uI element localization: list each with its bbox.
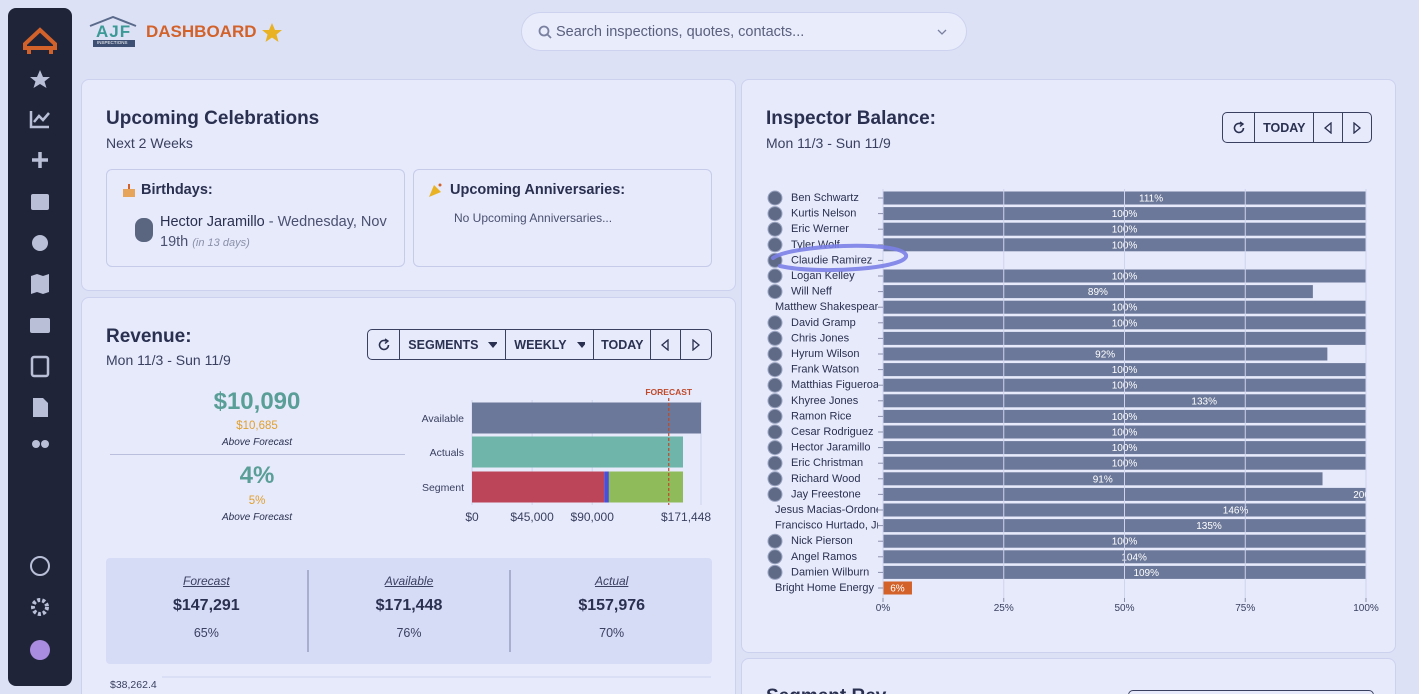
total-label: Forecast: [182, 574, 230, 588]
segment-controls: [1128, 690, 1374, 694]
birthday-note: (in 13 days): [192, 237, 250, 249]
inspector-card: Inspector Balance: Mon 11/3 - Sun 11/9 T…: [741, 79, 1396, 653]
sidebar-icons: [23, 27, 57, 660]
revenue-controls: SEGMENTS WEEKLY TODAY: [367, 329, 712, 360]
prev-icon: [661, 338, 670, 351]
search-caret: [937, 29, 947, 35]
prev-button[interactable]: [651, 330, 681, 359]
person-avatar: [135, 218, 153, 242]
prev-button[interactable]: [1314, 113, 1343, 142]
today-button[interactable]: TODAY: [1255, 113, 1315, 142]
total-column: Actual $157,976 70%: [509, 570, 712, 652]
favorite-star[interactable]: [261, 22, 283, 43]
button-label: SEGMENTS: [408, 337, 479, 352]
percent-note: Above Forecast: [221, 512, 293, 523]
total-percent: 76%: [396, 626, 422, 640]
birthdays-heading: Birthdays:: [141, 182, 213, 198]
period-dropdown[interactable]: WEEKLY: [506, 330, 595, 359]
caret: [576, 341, 586, 348]
search-box[interactable]: Search inspections, quotes, contacts...: [521, 12, 967, 51]
caret: [488, 341, 498, 348]
card-title: Revenue:: [106, 326, 192, 347]
cake-icon: [123, 184, 135, 197]
next-button[interactable]: [1343, 113, 1371, 142]
button-label: TODAY: [601, 337, 644, 352]
segments-dropdown[interactable]: SEGMENTS: [400, 330, 507, 359]
documents-icon[interactable]: [33, 398, 48, 417]
today-button[interactable]: TODAY: [594, 330, 652, 359]
add-icon[interactable]: [32, 152, 48, 168]
radon-icon[interactable]: [32, 235, 48, 251]
total-label: Available: [384, 574, 434, 588]
refresh-icon: [1233, 120, 1244, 133]
settings-icon[interactable]: [31, 598, 49, 616]
logo-text: AJF: [96, 22, 132, 41]
total-amount: $157,976: [578, 597, 646, 614]
forecast-amount: $10,685: [236, 420, 278, 432]
user-avatar[interactable]: [30, 640, 50, 660]
search-placeholder: Search inspections, quotes, contacts...: [556, 24, 805, 40]
birthday-date: - Wednesday, Nov 19th: [160, 214, 387, 250]
birthdays-box: Birthdays: Hector Jaramillo - Wednesday,…: [106, 169, 405, 267]
contacts-icon[interactable]: [32, 440, 40, 448]
revenue-amount: $10,090: [213, 388, 301, 415]
total-amount: $147,291: [172, 597, 240, 614]
segment-card: Segment Rev: [741, 658, 1396, 694]
card-title: Inspector Balance:: [766, 108, 936, 129]
help-icon[interactable]: [30, 556, 50, 576]
total-amount: $171,448: [375, 597, 443, 614]
page-title: DASHBOARD: [146, 22, 257, 41]
jobs-icon[interactable]: [30, 318, 50, 333]
logo-sub: INSPECTIONS: [97, 40, 128, 45]
refresh-button[interactable]: [1223, 113, 1256, 142]
anniversaries-box: Upcoming Anniversaries: No Upcoming Anni…: [413, 169, 712, 267]
revenue-percent: 4%: [239, 462, 275, 489]
total-column: Forecast $147,291 65%: [106, 570, 307, 652]
forecast-percent: 5%: [248, 495, 266, 507]
divider: [110, 454, 405, 455]
next-icon: [1353, 121, 1361, 134]
refresh-button[interactable]: [368, 330, 401, 359]
amount-note: Above Forecast: [221, 437, 293, 448]
button-label: TODAY: [1263, 120, 1306, 135]
reports-icon[interactable]: [29, 111, 50, 129]
card-subtitle: Mon 11/3 - Sun 11/9: [106, 352, 231, 368]
button-label: WEEKLY: [514, 337, 567, 352]
card-title: Upcoming Celebrations: [106, 108, 320, 129]
total-label: Actual: [595, 574, 629, 588]
next-icon: [692, 338, 700, 351]
birthday-name: Hector Jaramillo: [160, 214, 265, 230]
home-icon[interactable]: [23, 27, 57, 54]
anniversaries-heading: Upcoming Anniversaries:: [450, 182, 626, 198]
card-title: Segment Rev: [766, 686, 886, 694]
party-icon: [429, 183, 442, 197]
revenue-card: Revenue: Mon 11/3 - Sun 11/9 SEGMENTS WE…: [81, 297, 736, 694]
next-button[interactable]: [681, 330, 711, 359]
card-subtitle: Mon 11/3 - Sun 11/9: [766, 135, 891, 151]
card-subtitle: Next 2 Weeks: [106, 135, 193, 151]
totals-panel: Forecast $147,291 65% Available $171,448 76% A…: [106, 558, 712, 664]
refresh-icon: [378, 337, 389, 350]
total-percent: 70%: [599, 626, 625, 640]
map-icon[interactable]: [31, 274, 49, 294]
favorites-icon[interactable]: [30, 70, 50, 88]
birthday-entry[interactable]: Hector Jaramillo - Wednesday, Nov 19th (…: [160, 212, 390, 253]
sidebar: [8, 8, 72, 686]
contacts-icon-2: [41, 440, 49, 448]
logo[interactable]: AJF INSPECTIONS: [88, 15, 138, 47]
total-column: Available $171,448 76%: [306, 570, 510, 652]
inspector-controls: TODAY: [1222, 112, 1372, 143]
search-icon: [538, 25, 552, 39]
tasks-icon[interactable]: [30, 355, 50, 378]
logo-roof: [89, 15, 137, 47]
calendar-icon[interactable]: [31, 194, 49, 210]
celebrations-card: Upcoming Celebrations Next 2 Weeks Birth…: [81, 79, 736, 291]
anniversaries-empty: No Upcoming Anniversaries...: [454, 211, 613, 225]
prev-icon: [1323, 121, 1332, 134]
total-percent: 65%: [193, 626, 219, 640]
